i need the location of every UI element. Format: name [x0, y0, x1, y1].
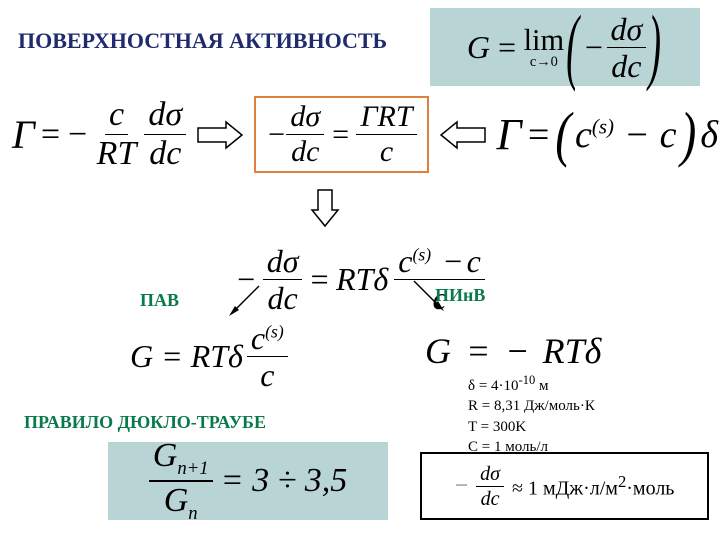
right-bracket: ) — [648, 0, 661, 95]
pinv-label: ПИнВ — [435, 285, 485, 306]
fraction: dσ dc — [607, 13, 647, 82]
den: c — [376, 135, 397, 167]
gibbs-eq: Γ = − c RT dσ dc — [12, 98, 186, 171]
derived-eq-box: − dσ dc = ΓRT c — [254, 96, 428, 173]
rtdelta: RTδ — [191, 338, 243, 375]
ratio-val: = 3 ÷ 3,5 — [221, 462, 348, 500]
delta: δ — [700, 113, 718, 157]
result-box: − dσ dc ≈ 1 мДж·л/м2·моль — [420, 452, 709, 520]
var-G: G — [467, 29, 490, 66]
middle-derivation: − dσ dc = RTδ c(s) −c c — [0, 200, 720, 314]
G: G — [130, 338, 153, 375]
limit: lim c→0 — [524, 25, 565, 70]
eq-sign: = — [39, 116, 62, 154]
den: dc — [477, 487, 504, 509]
rtdelta: RTδ — [543, 331, 602, 371]
pav-label: ПАВ — [140, 290, 179, 311]
num: c(s) — [247, 322, 288, 357]
dsigma-dc: dσ dc — [263, 245, 303, 314]
den: dc — [263, 280, 301, 314]
arrow-down-left-icon — [225, 280, 265, 320]
dsigma-dc: dσ dc — [144, 98, 186, 171]
gamma: Γ — [12, 111, 35, 158]
gamma-delta-eq: Γ = ( c(s) − c ) δ — [497, 108, 718, 162]
eq-sign: = — [308, 261, 330, 298]
left-bracket: ( — [566, 0, 579, 95]
rtdelta: RTδ — [336, 261, 388, 298]
den: dc — [145, 135, 185, 171]
lparen: ( — [555, 99, 571, 169]
minus: − — [624, 113, 650, 157]
neg-sign: − — [66, 116, 89, 154]
delta-const: δ = 4·10-10 м — [468, 372, 595, 396]
cs: c(s) — [575, 113, 614, 157]
neg-sign: − — [583, 29, 605, 66]
definition-box: G = lim c→0 ( − dσ dc ) — [430, 8, 700, 86]
num: Gn+1 — [149, 439, 213, 483]
num: dσ — [607, 13, 647, 48]
gn-ratio: Gn+1 Gn — [149, 439, 213, 524]
r-const: R = 8,31 Дж/моль·К — [468, 396, 595, 416]
num: dσ — [286, 102, 324, 135]
traube-rule-title: ПРАВИЛО ДЮКЛО-ТРАУБЕ — [24, 412, 266, 433]
num: dσ — [476, 464, 504, 487]
den: c — [256, 357, 278, 391]
num: dσ — [144, 98, 186, 135]
neg-sign: − — [455, 473, 469, 500]
dsigma-dc: dσ dc — [476, 464, 504, 509]
c: c — [660, 113, 677, 157]
eq-sign: = — [466, 331, 490, 371]
dsigma-dc: dσ dc — [286, 102, 324, 167]
arrow-left-icon — [439, 118, 487, 152]
constants-block: δ = 4·10-10 м R = 8,31 Дж/моль·К T = 300… — [468, 372, 595, 457]
eq-sign: = — [161, 338, 183, 375]
neg-sign: − — [266, 118, 286, 152]
num: dσ — [263, 245, 303, 280]
num: c — [105, 98, 128, 135]
den: RT — [93, 135, 141, 171]
equation-row: Γ = − c RT dσ dc − dσ dc = ΓRT c Γ = ( c… — [12, 96, 712, 173]
cs-over-c: c(s) c — [247, 322, 288, 391]
eq-sign: = — [496, 29, 518, 66]
lim-sub: c→0 — [530, 55, 558, 69]
t-const: T = 300K — [468, 417, 595, 437]
G: G — [425, 331, 451, 371]
eq-sign: = — [526, 113, 552, 157]
arrow-right-icon — [196, 118, 244, 152]
pinv-equation: G = − RTδ — [425, 330, 601, 372]
page-title: ПОВЕРХНОСТНАЯ АКТИВНОСТЬ — [18, 28, 387, 54]
den: Gn — [160, 482, 202, 524]
lim-text: lim — [524, 25, 565, 55]
grt-over-c: ΓRT c — [356, 102, 416, 167]
pav-equation: G = RTδ c(s) c — [130, 322, 288, 391]
arrow-down-icon — [308, 188, 342, 228]
eq-sign: = — [330, 118, 350, 152]
rparen: ) — [680, 99, 696, 169]
result-text: ≈ 1 мДж·л/м2·моль — [512, 472, 674, 501]
neg-sign: − — [505, 331, 529, 371]
c-over-rt: c RT — [93, 98, 141, 171]
den: dc — [287, 135, 323, 167]
den: dc — [607, 48, 645, 82]
traube-rule-box: Gn+1 Gn = 3 ÷ 3,5 — [108, 442, 388, 520]
gamma: Γ — [497, 109, 522, 160]
num: ΓRT — [356, 102, 416, 135]
